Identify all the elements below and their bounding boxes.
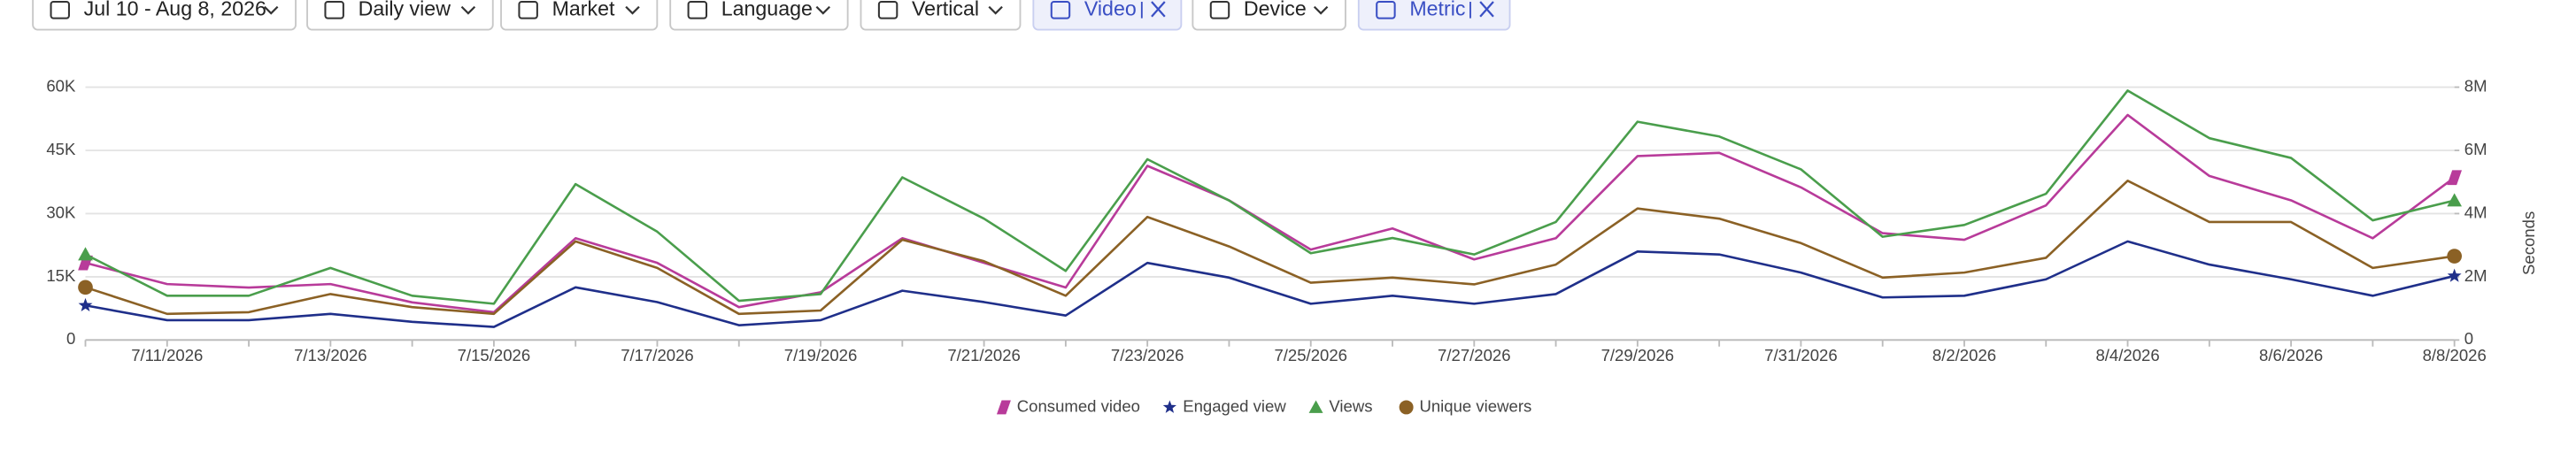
x-tick-label: 7/21/2026 <box>947 346 1021 364</box>
x-tick-label: 7/13/2026 <box>294 346 367 364</box>
x-tick-label: 8/6/2026 <box>2259 346 2323 364</box>
x-tick-label: 7/29/2026 <box>1601 346 1675 364</box>
legend: Consumed video Engaged view Views Unique vi… <box>996 396 1532 415</box>
y-tick-label: 45K <box>46 140 76 158</box>
legend-marker <box>1308 400 1323 413</box>
legend-marker <box>1162 400 1176 413</box>
filter-button[interactable]: Device <box>1192 0 1346 31</box>
button-icon <box>1376 1 1396 19</box>
legend-item[interactable]: Consumed video <box>996 396 1140 415</box>
button-label: Market <box>552 0 615 19</box>
button-frame <box>1357 0 1511 31</box>
button-label: Metric <box>1409 0 1465 19</box>
button-icon <box>877 1 899 19</box>
chevron <box>264 5 279 15</box>
button-frame <box>500 0 659 31</box>
button-icon <box>687 1 708 19</box>
y-tick-label: 30K <box>46 203 76 221</box>
series-line <box>85 179 2455 316</box>
button-label: Video <box>1084 0 1137 19</box>
y2-tick-label: 6M <box>2464 140 2487 158</box>
legend-item[interactable]: Unique viewers <box>1399 396 1532 415</box>
legend-item[interactable]: Engaged view <box>1162 396 1287 415</box>
y-tick-label: 0 <box>66 329 75 348</box>
button-label: Vertical <box>912 0 979 19</box>
button-icon <box>1209 1 1230 19</box>
button-icon <box>518 1 538 19</box>
end-marker <box>2447 170 2463 186</box>
button-frame <box>32 0 297 31</box>
legend-label: Views <box>1329 396 1372 415</box>
chevron <box>1313 5 1329 15</box>
legend-label: Unique viewers <box>1419 396 1531 415</box>
legend-marker <box>1399 400 1414 415</box>
filter-bar: Jul 10 - Aug 8, 2026 Daily view Market Lang… <box>32 0 1511 31</box>
chevron <box>988 5 1003 15</box>
chart: 0 15K 30K 45K 60K 0 2M 4M 6M 8M Seconds 7/11/2026 7/… <box>46 76 2538 415</box>
legend-label: Consumed video <box>1017 396 1140 415</box>
button-label: Device <box>1244 0 1307 19</box>
end-marker <box>2447 268 2462 282</box>
x-tick-label: 7/31/2026 <box>1764 346 1838 364</box>
button-icon <box>324 1 344 19</box>
y-tick-label: 60K <box>46 76 76 95</box>
filter-button[interactable]: Language <box>669 0 849 31</box>
chevron <box>625 5 640 15</box>
y2-tick-label: 2M <box>2464 266 2487 285</box>
filter-button[interactable]: Market <box>500 0 659 31</box>
x-tick-label: 7/15/2026 <box>458 346 531 364</box>
legend-label: Engaged view <box>1183 396 1286 415</box>
chevron <box>815 5 831 15</box>
x-tick-label: 7/25/2026 <box>1274 346 1347 364</box>
filter-button[interactable]: Metric <box>1357 0 1511 31</box>
series <box>78 240 2462 328</box>
remove-icon[interactable] <box>1479 1 1494 18</box>
end-marker <box>78 297 93 312</box>
end-marker <box>78 280 93 295</box>
button-frame <box>306 0 494 31</box>
y2-tick-label: 8M <box>2464 76 2487 95</box>
x-tick-label: 7/19/2026 <box>784 346 858 364</box>
remove-icon[interactable] <box>1151 1 1166 18</box>
x-tick-label: 7/27/2026 <box>1438 346 1511 364</box>
x-tick-label: 8/8/2026 <box>2423 346 2487 364</box>
button-label: Jul 10 - Aug 8, 2026 <box>84 0 266 19</box>
button-icon <box>1050 1 1071 19</box>
end-marker <box>2447 249 2463 264</box>
series-line <box>84 89 2455 305</box>
end-marker <box>2447 193 2463 207</box>
filter-button[interactable]: Jul 10 - Aug 8, 2026 <box>32 0 297 31</box>
x-tick-label: 7/23/2026 <box>1111 346 1184 364</box>
button-frame <box>1192 0 1346 31</box>
x-tick-label: 8/2/2026 <box>1932 346 1996 364</box>
y2-axis-label: Seconds <box>2519 211 2538 275</box>
filter-button[interactable]: Video <box>1032 0 1183 31</box>
end-marker <box>78 247 93 261</box>
button-label: Language <box>721 0 813 19</box>
button-frame <box>860 0 1022 31</box>
chevron <box>460 5 476 15</box>
legend-marker <box>996 400 1011 415</box>
x-tick-label: 7/11/2026 <box>131 346 203 364</box>
legend-item[interactable]: Views <box>1308 396 1373 415</box>
button-icon <box>50 1 70 19</box>
y2-tick-label: 4M <box>2464 203 2487 221</box>
filter-button[interactable]: Daily view <box>306 0 494 31</box>
series <box>78 179 2463 316</box>
series-line <box>85 240 2455 328</box>
y2-tick-label: 0 <box>2464 329 2473 348</box>
y-tick-label: 15K <box>46 266 76 285</box>
x-tick-label: 7/17/2026 <box>621 346 694 364</box>
button-frame <box>669 0 849 31</box>
x-tick-label: 8/4/2026 <box>2095 346 2159 364</box>
series <box>78 89 2463 305</box>
series-line <box>85 113 2456 314</box>
filter-button[interactable]: Vertical <box>860 0 1022 31</box>
button-label: Daily view <box>359 0 451 19</box>
